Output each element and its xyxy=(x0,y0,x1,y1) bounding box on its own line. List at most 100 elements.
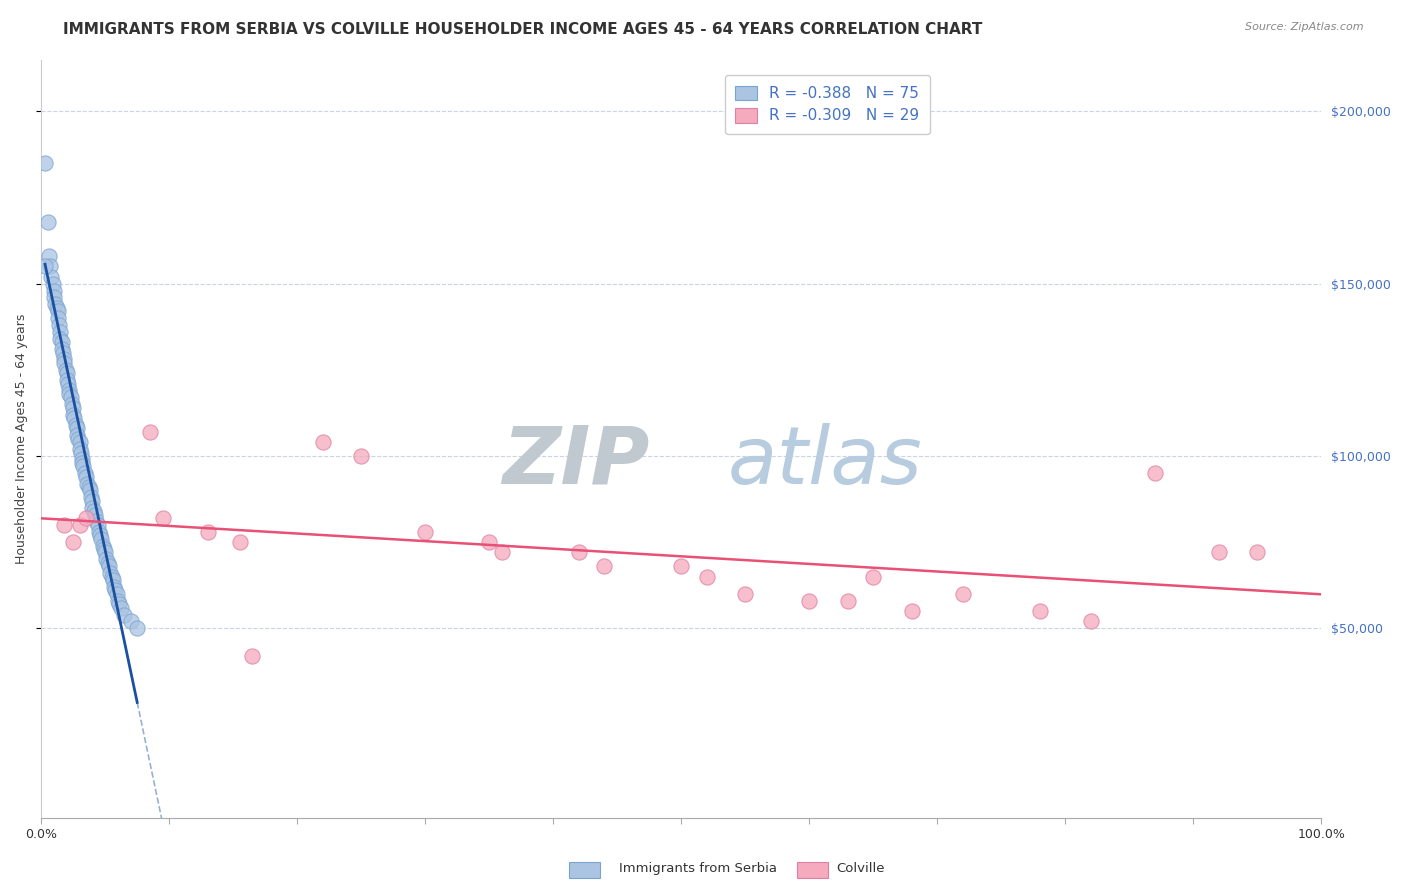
Point xyxy=(42,290,65,304)
Point xyxy=(69,442,91,456)
Point xyxy=(84,508,107,522)
Point xyxy=(67,432,90,446)
Point xyxy=(41,277,63,291)
Text: IMMIGRANTS FROM SERBIA VS COLVILLE HOUSEHOLDER INCOME AGES 45 - 64 YEARS CORRELA: IMMIGRANTS FROM SERBIA VS COLVILLE HOUSE… xyxy=(63,22,983,37)
Point xyxy=(478,535,501,549)
Point xyxy=(1208,545,1230,559)
Point xyxy=(59,391,82,405)
Point xyxy=(75,469,97,483)
Point xyxy=(312,435,335,450)
Point xyxy=(53,352,76,367)
Point xyxy=(862,569,884,583)
Point xyxy=(49,325,72,339)
Point xyxy=(56,373,79,387)
Point xyxy=(34,260,56,274)
Point xyxy=(79,483,101,498)
Point xyxy=(70,445,93,459)
Point xyxy=(101,573,124,587)
Point xyxy=(696,569,718,583)
Point xyxy=(58,387,80,401)
Point xyxy=(77,480,100,494)
Point xyxy=(38,249,60,263)
Text: ZIP: ZIP xyxy=(502,423,650,500)
Point xyxy=(1029,604,1052,618)
Point xyxy=(48,318,70,332)
Point xyxy=(97,556,120,570)
Point xyxy=(799,593,821,607)
Point xyxy=(242,648,264,663)
Point xyxy=(84,515,107,529)
Point xyxy=(837,593,859,607)
Point xyxy=(82,500,104,515)
Point xyxy=(62,401,84,415)
Point xyxy=(37,214,59,228)
Point xyxy=(70,456,93,470)
Point xyxy=(45,301,67,315)
Point xyxy=(69,435,91,450)
Point xyxy=(100,569,122,583)
Point xyxy=(75,511,97,525)
Point xyxy=(671,559,693,574)
Point xyxy=(39,260,62,274)
Point xyxy=(98,559,121,574)
Point xyxy=(90,532,112,546)
Point xyxy=(152,511,174,525)
Y-axis label: Householder Income Ages 45 - 64 years: Householder Income Ages 45 - 64 years xyxy=(15,314,28,564)
Point xyxy=(34,156,56,170)
Point xyxy=(46,304,69,318)
Point xyxy=(1246,545,1268,559)
Text: Source: ZipAtlas.com: Source: ZipAtlas.com xyxy=(1246,22,1364,32)
Point xyxy=(42,284,65,298)
Point xyxy=(952,587,974,601)
Point xyxy=(105,587,128,601)
Point xyxy=(491,545,513,559)
Text: atlas: atlas xyxy=(727,423,922,500)
Point xyxy=(82,493,104,508)
Point xyxy=(98,566,121,581)
Point xyxy=(110,600,132,615)
Point xyxy=(69,517,91,532)
Point xyxy=(53,356,76,370)
Point xyxy=(1143,467,1166,481)
Point xyxy=(108,597,131,611)
Point xyxy=(93,542,115,557)
Point xyxy=(66,428,89,442)
Point xyxy=(51,335,73,350)
Point xyxy=(55,363,77,377)
Point xyxy=(593,559,616,574)
Point xyxy=(91,539,114,553)
Point xyxy=(1080,615,1102,629)
Point xyxy=(139,425,162,439)
Point xyxy=(127,621,149,635)
Point xyxy=(60,397,83,411)
Point xyxy=(76,476,98,491)
Point xyxy=(96,552,118,566)
Point xyxy=(350,449,373,463)
Point xyxy=(62,408,84,422)
Point xyxy=(734,587,756,601)
Point xyxy=(72,459,94,474)
Point xyxy=(66,421,89,435)
Text: Colville: Colville xyxy=(837,863,884,875)
Text: Immigrants from Serbia: Immigrants from Serbia xyxy=(619,863,776,875)
Point xyxy=(56,366,79,380)
Point xyxy=(53,517,76,532)
Legend: R = -0.388   N = 75, R = -0.309   N = 29: R = -0.388 N = 75, R = -0.309 N = 29 xyxy=(724,75,929,134)
Point xyxy=(86,517,108,532)
Point xyxy=(89,528,111,542)
Point xyxy=(120,615,142,629)
Point xyxy=(83,504,105,518)
Point xyxy=(58,384,80,398)
Point xyxy=(44,297,66,311)
Point xyxy=(65,417,87,432)
Point xyxy=(568,545,591,559)
Point xyxy=(70,452,93,467)
Point xyxy=(228,535,250,549)
Point xyxy=(46,311,69,326)
Point xyxy=(107,593,129,607)
Point xyxy=(112,607,135,622)
Point xyxy=(413,524,436,539)
Point xyxy=(73,467,96,481)
Point xyxy=(62,535,84,549)
Point xyxy=(63,411,86,425)
